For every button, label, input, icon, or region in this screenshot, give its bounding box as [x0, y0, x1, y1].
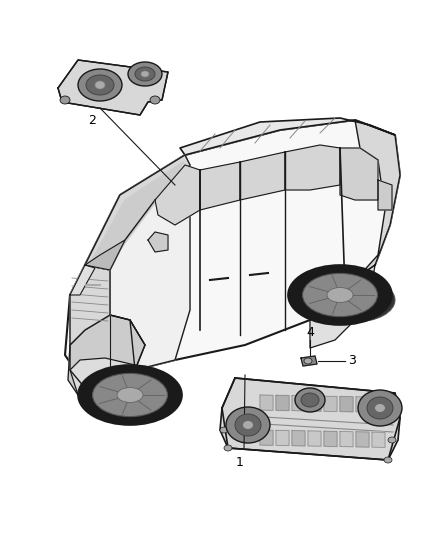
Polygon shape	[85, 240, 125, 270]
Ellipse shape	[304, 358, 312, 364]
Polygon shape	[308, 431, 321, 446]
Ellipse shape	[150, 96, 160, 104]
Polygon shape	[276, 395, 289, 410]
Polygon shape	[276, 430, 289, 446]
Polygon shape	[65, 120, 400, 400]
Polygon shape	[340, 120, 400, 290]
Polygon shape	[155, 165, 200, 225]
Polygon shape	[324, 431, 337, 447]
Polygon shape	[85, 155, 190, 270]
Ellipse shape	[226, 407, 270, 443]
Polygon shape	[58, 60, 168, 115]
Polygon shape	[301, 356, 317, 366]
Ellipse shape	[358, 390, 402, 426]
Ellipse shape	[327, 287, 353, 303]
Polygon shape	[372, 397, 385, 413]
Ellipse shape	[295, 388, 325, 412]
Ellipse shape	[95, 81, 105, 89]
Polygon shape	[292, 395, 305, 411]
Text: 4: 4	[306, 326, 314, 338]
Polygon shape	[340, 397, 353, 412]
Ellipse shape	[135, 67, 155, 81]
Polygon shape	[110, 165, 190, 370]
Polygon shape	[324, 396, 337, 411]
Polygon shape	[308, 396, 321, 411]
Ellipse shape	[288, 265, 392, 325]
Text: 2: 2	[88, 114, 96, 126]
Ellipse shape	[78, 69, 122, 101]
Ellipse shape	[78, 365, 182, 425]
Ellipse shape	[92, 374, 167, 417]
Polygon shape	[148, 232, 168, 252]
Polygon shape	[92, 162, 185, 268]
Ellipse shape	[388, 437, 396, 443]
Polygon shape	[356, 397, 369, 412]
Polygon shape	[378, 180, 392, 210]
Ellipse shape	[243, 421, 253, 429]
Ellipse shape	[301, 393, 319, 407]
Polygon shape	[356, 432, 369, 447]
Polygon shape	[70, 358, 145, 400]
Polygon shape	[70, 265, 95, 295]
Polygon shape	[310, 265, 375, 348]
Ellipse shape	[60, 96, 70, 104]
Ellipse shape	[141, 71, 149, 77]
Polygon shape	[180, 118, 395, 155]
Polygon shape	[285, 145, 340, 190]
Ellipse shape	[367, 397, 393, 419]
Ellipse shape	[384, 457, 392, 463]
Ellipse shape	[235, 414, 261, 436]
Ellipse shape	[220, 427, 228, 433]
Polygon shape	[70, 315, 145, 400]
Polygon shape	[58, 60, 168, 115]
Text: 3: 3	[348, 354, 356, 367]
Ellipse shape	[375, 404, 385, 412]
Polygon shape	[68, 315, 145, 400]
Ellipse shape	[86, 75, 114, 95]
Polygon shape	[70, 265, 110, 345]
Polygon shape	[200, 162, 240, 210]
Polygon shape	[292, 431, 305, 446]
Polygon shape	[220, 378, 400, 460]
Polygon shape	[222, 378, 400, 460]
Polygon shape	[240, 152, 285, 200]
Ellipse shape	[117, 387, 143, 402]
Polygon shape	[340, 432, 353, 447]
Ellipse shape	[303, 273, 378, 317]
Polygon shape	[260, 430, 273, 445]
Polygon shape	[260, 395, 273, 410]
Ellipse shape	[128, 62, 162, 86]
Ellipse shape	[315, 278, 395, 322]
Text: 1: 1	[236, 456, 244, 470]
Ellipse shape	[224, 445, 232, 451]
Polygon shape	[340, 148, 378, 200]
Polygon shape	[372, 432, 385, 447]
